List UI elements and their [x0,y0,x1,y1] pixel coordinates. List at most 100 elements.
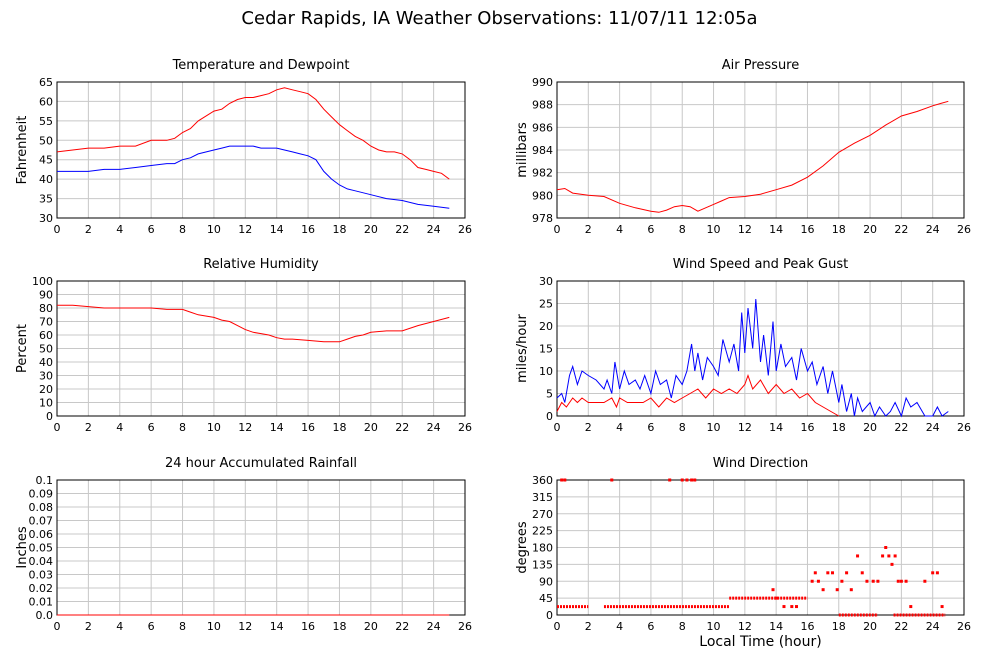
y-tick-label: 20 [539,320,553,333]
plot-border [56,280,466,417]
chart-title: Wind Direction [713,456,809,471]
x-tick-label: 20 [364,223,378,236]
direction-point [923,579,927,583]
y-tick-label: 0 [546,410,553,423]
y-axis-label: miles/hour [515,313,530,382]
y-tick-label: 360 [532,474,553,487]
y-tick-label: 315 [532,491,553,504]
x-tick-label: 20 [364,421,378,434]
x-tick-label: 26 [458,421,472,434]
x-tick-label: 10 [707,421,721,434]
direction-point [668,478,672,482]
y-tick-label: 10 [39,397,53,410]
y-tick-label: 65 [39,76,53,89]
y-tick-label: 15 [539,343,553,356]
direction-point [860,571,864,575]
x-tick-label: 8 [679,620,686,633]
chart-title: Temperature and Dewpoint [172,58,350,73]
y-tick-label: 5 [546,388,553,401]
y-tick-label: 80 [39,302,53,315]
y-tick-label: 180 [532,542,553,555]
direction-point [909,605,913,609]
direction-point [810,579,814,583]
x-tick-label: 10 [707,223,721,236]
x-tick-label: 16 [301,421,315,434]
y-axis-label: Inches [15,526,30,568]
y-tick-label: 90 [539,575,553,588]
x-tick-label: 4 [616,223,623,236]
y-tick-label: 90 [39,289,53,302]
y-tick-label: 984 [532,144,553,157]
direction-point [887,554,891,558]
x-tick-label: 0 [54,620,61,633]
series-line [556,373,840,417]
x-tick-label: 16 [800,620,814,633]
y-tick-label: 45 [539,592,553,605]
x-tick-label: 4 [616,421,623,434]
direction-point [893,554,897,558]
x-tick-label: 8 [679,421,686,434]
x-tick-label: 6 [647,620,654,633]
x-tick-label: 22 [894,223,908,236]
chart-rain: 0.00.010.020.030.040.050.060.070.080.090… [15,456,472,633]
direction-point [563,478,567,482]
direction-point [899,579,903,583]
y-tick-label: 60 [39,95,53,108]
y-tick-label: 0.01 [29,596,54,609]
direction-point [560,478,564,482]
direction-point [896,579,900,583]
plot-border [556,280,965,417]
direction-point [865,579,869,583]
y-tick-label: 0.07 [29,515,54,528]
y-tick-label: 982 [532,167,553,180]
series-line [556,100,949,213]
x-tick-label: 18 [832,421,846,434]
direction-point [835,588,839,592]
y-tick-label: 0.0 [36,609,54,622]
x-tick-label: 2 [585,421,592,434]
y-tick-label: 988 [532,99,553,112]
x-tick-label: 8 [179,421,186,434]
y-axis-label: degrees [515,521,530,574]
x-tick-label: 18 [332,223,346,236]
x-tick-label: 12 [738,223,752,236]
x-tick-label: 16 [301,620,315,633]
y-tick-label: 20 [39,383,53,396]
direction-point [790,605,794,609]
x-tick-label: 0 [54,223,61,236]
direction-point [849,588,853,592]
x-tick-label: 18 [332,421,346,434]
x-tick-label: 10 [707,620,721,633]
y-tick-label: 0 [46,410,53,423]
plot-border [56,81,466,219]
x-tick-label: 22 [395,620,409,633]
x-tick-label: 12 [238,223,252,236]
x-tick-label: 6 [148,223,155,236]
x-tick-label: 0 [554,421,561,434]
y-tick-label: 990 [532,76,553,89]
x-tick-label: 22 [894,620,908,633]
chart-title: 24 hour Accumulated Rainfall [165,456,357,471]
x-tick-label: 8 [179,223,186,236]
x-tick-label: 26 [458,620,472,633]
x-tick-label: 16 [800,421,814,434]
x-axis-label: Local Time (hour) [699,634,822,650]
direction-point [690,478,694,482]
x-tick-label: 18 [832,620,846,633]
y-tick-label: 0 [546,609,553,622]
x-tick-label: 10 [207,223,221,236]
x-tick-label: 6 [148,421,155,434]
chart-title: Wind Speed and Peak Gust [673,257,848,272]
direction-point [795,605,799,609]
x-tick-label: 6 [148,620,155,633]
x-tick-label: 24 [427,620,441,633]
x-tick-label: 22 [395,223,409,236]
x-tick-label: 26 [957,620,971,633]
y-tick-label: 100 [32,275,53,288]
direction-point [876,579,880,583]
series-line [57,145,450,209]
y-tick-label: 0.1 [36,474,54,487]
direction-point [904,579,908,583]
